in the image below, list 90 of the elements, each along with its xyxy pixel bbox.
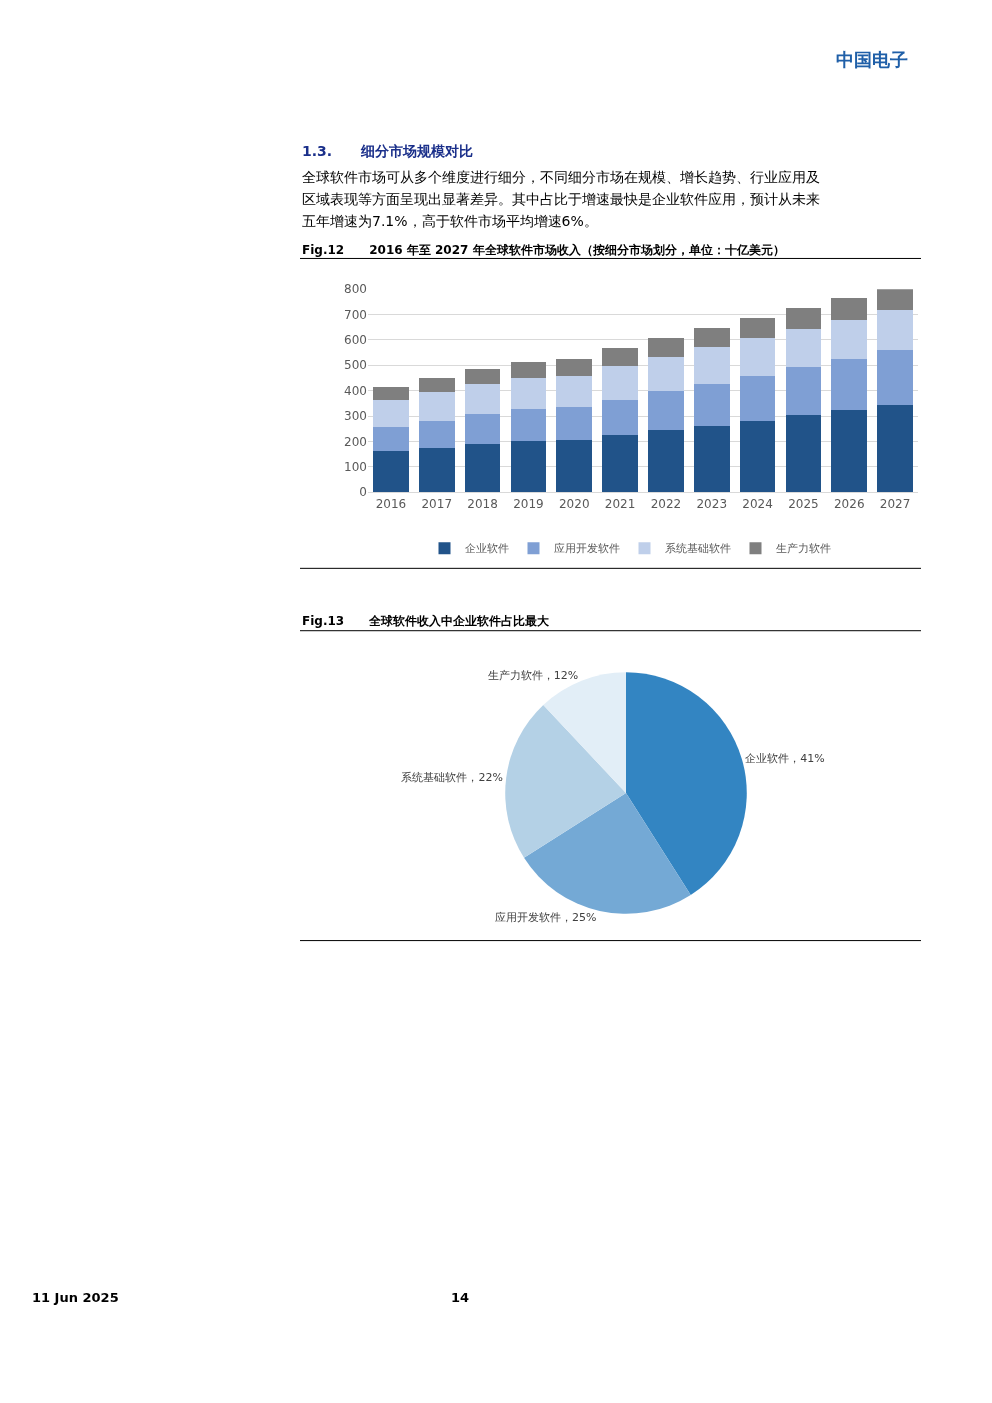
bar	[373, 400, 409, 428]
bar	[693, 425, 730, 493]
legend-label: 生产力软件	[775, 542, 831, 556]
x-tick-label: 2027	[879, 496, 911, 511]
bar	[602, 348, 638, 366]
bar	[418, 392, 455, 421]
bar	[602, 435, 638, 493]
text: 1.3. 细分市场规模对比	[302, 143, 474, 159]
y-tick-label: 0	[359, 485, 367, 500]
bar	[648, 356, 684, 392]
pie-slice	[505, 705, 626, 858]
chart-title: Fig.12 2016 年至 2027 年全球软件市场收入（按细分市场划分，单位：十亿美元）	[302, 243, 785, 257]
bar	[418, 420, 455, 448]
x-tick-label: 2026	[833, 496, 865, 511]
bar	[785, 329, 822, 367]
bar	[693, 347, 730, 384]
y-tick-label: 700	[344, 307, 367, 322]
bar	[831, 319, 868, 359]
bar	[602, 365, 638, 400]
bar	[418, 447, 455, 493]
bar	[373, 427, 409, 451]
pie-slice	[543, 672, 626, 794]
slice-label: 生产力软件，12%	[487, 668, 579, 682]
bar	[831, 358, 868, 411]
bar	[510, 362, 547, 379]
x-tick-label: 2020	[558, 496, 590, 511]
bar	[648, 391, 684, 431]
bar	[418, 377, 455, 393]
bar	[739, 318, 776, 339]
bar	[877, 289, 913, 311]
text: 14	[451, 1290, 470, 1305]
bar	[556, 440, 593, 493]
legend-label: 系统基础软件	[664, 542, 731, 556]
bar	[464, 414, 501, 445]
y-tick-label: 800	[344, 282, 367, 297]
text: 中国电子	[836, 49, 908, 70]
text: 五年增速为7.1%，高于软件市场平均增速6%。	[302, 213, 598, 229]
bar	[877, 350, 913, 405]
bar	[510, 408, 547, 441]
slice-label: 应用开发软件，25%	[494, 910, 597, 924]
y-tick-label: 300	[344, 409, 367, 424]
bar	[464, 384, 501, 415]
text: 区域表现等方面呈现出显著差异。其中占比于增速最快是企业软件应用，预计从未来	[302, 191, 820, 207]
bar	[739, 420, 776, 493]
bar	[739, 338, 776, 376]
x-tick-label: 2016	[375, 496, 407, 511]
slice-label: 系统基础软件，22%	[401, 771, 503, 785]
y-tick-label: 400	[344, 383, 367, 398]
bar	[785, 366, 822, 416]
bar	[648, 338, 684, 357]
x-tick-label: 2018	[467, 496, 498, 511]
bar	[556, 358, 593, 376]
pie-slice	[524, 793, 691, 914]
bar	[556, 375, 593, 408]
legend-label: 应用开发软件	[553, 542, 620, 556]
bar	[739, 375, 776, 421]
x-tick-label: 2017	[421, 496, 453, 511]
y-tick-label: 500	[344, 358, 367, 373]
bar	[831, 297, 868, 320]
bar	[648, 430, 684, 493]
y-tick-label: 200	[344, 434, 367, 449]
bar	[464, 444, 501, 493]
bar	[877, 310, 913, 351]
text: 11 Jun 2025	[32, 1290, 119, 1305]
x-tick-label: 2021	[604, 496, 636, 511]
bar	[785, 307, 822, 330]
bar	[693, 328, 730, 348]
legend-label: 企业软件	[464, 542, 509, 556]
bar	[785, 415, 822, 493]
x-tick-label: 2022	[650, 496, 682, 511]
y-tick-label: 100	[344, 459, 367, 474]
bar	[877, 404, 913, 493]
bar	[510, 440, 547, 493]
slice-label: 企业软件，41%	[745, 752, 825, 766]
bar	[464, 368, 501, 385]
bar	[510, 378, 547, 409]
x-tick-label: 2025	[788, 496, 819, 511]
bar	[602, 399, 638, 436]
bar	[831, 410, 868, 493]
pie-slice	[626, 672, 747, 896]
chart-title: Fig.13 全球软件收入中企业软件占比最大	[302, 614, 551, 628]
x-tick-label: 2023	[696, 496, 728, 511]
bar	[556, 407, 593, 441]
x-tick-label: 2024	[742, 496, 773, 511]
bar	[373, 386, 409, 401]
x-tick-label: 2019	[513, 496, 544, 511]
bar	[693, 383, 730, 426]
bar	[373, 450, 409, 493]
text: 全球软件市场可从多个维度进行细分，不同细分市场在规模、增长趋势、行业应用及	[302, 169, 820, 185]
y-tick-label: 600	[344, 333, 367, 348]
